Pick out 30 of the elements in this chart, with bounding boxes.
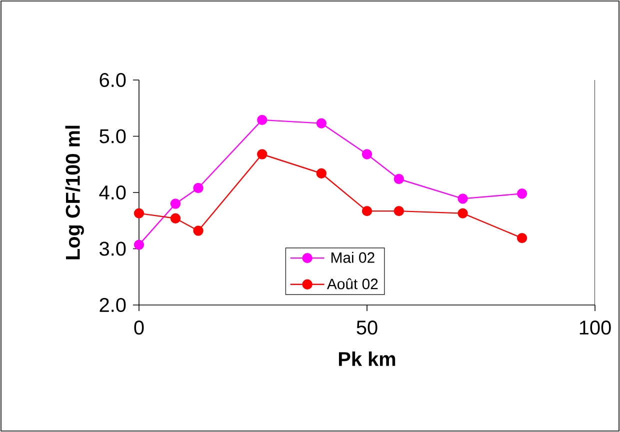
y-tick-label: 5.0 [100,129,126,144]
y-tick-label: 3.0 [100,242,126,256]
point [362,206,372,216]
point [170,213,181,224]
point [516,232,528,244]
point [316,168,326,178]
point [458,194,468,204]
y-tick-label: 6.0 [100,72,126,88]
point [394,174,404,184]
legend-label: Mai 02 [331,252,374,263]
x-tick-label: 100 [580,320,611,335]
point [316,118,326,128]
point [362,149,372,160]
point [516,188,528,199]
point [193,182,204,194]
point [193,226,204,236]
point [134,208,144,218]
point [257,114,268,126]
x-tick-label: 50 [356,320,378,335]
legend-label: Août 02 [326,278,378,290]
y-tick-label: 4.0 [99,185,126,200]
x-axis-title: Pk km [338,351,396,366]
y-axis-title: Log CF/100 ml [65,126,84,260]
point [458,208,468,218]
point [134,240,144,250]
point [394,206,404,216]
point [257,149,268,160]
x-tick-label: 0 [134,320,144,335]
y-tick-label: 2.0 [100,298,126,312]
point [170,198,181,209]
